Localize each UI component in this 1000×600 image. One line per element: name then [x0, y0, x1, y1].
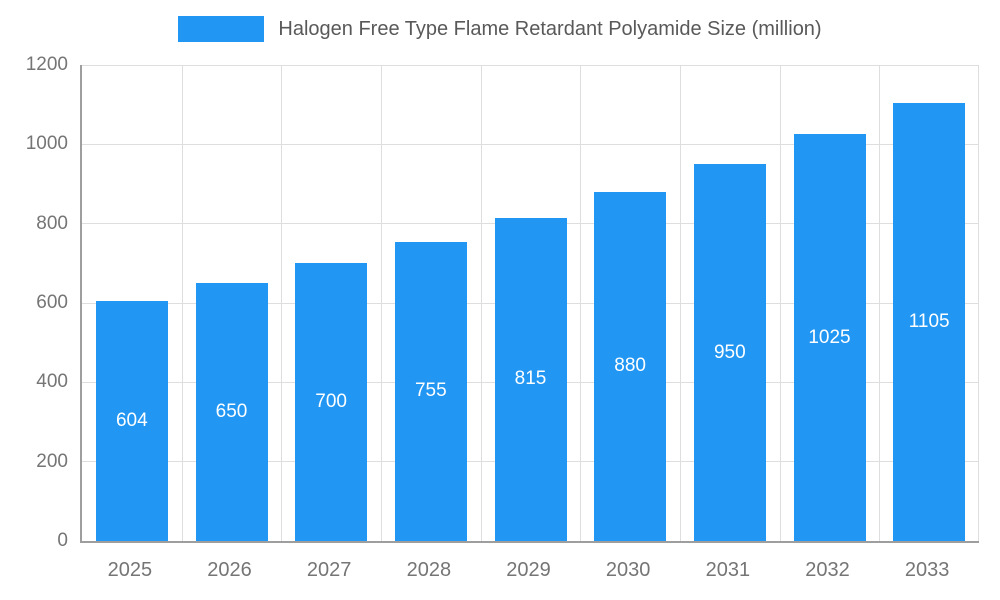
x-tick-label: 2030 — [605, 559, 651, 581]
gridline-vertical — [480, 65, 482, 541]
x-axis-labels: 2025 2026 2027 2028 2029 2030 2031 2032 2033 — [80, 559, 977, 589]
bar-value-label: 700 — [315, 391, 347, 413]
y-tick-label: 400 — [36, 371, 68, 393]
bar-value-label: 1105 — [908, 310, 950, 332]
bar-2032: 1025 — [793, 134, 866, 541]
y-tick-label: 800 — [36, 212, 68, 234]
gridline-horizontal — [82, 143, 979, 145]
bar-2033: 1105 — [893, 102, 966, 541]
y-axis-labels: 0 200 400 600 800 1000 1200 — [0, 54, 68, 551]
x-tick-label: 2032 — [805, 559, 850, 581]
legend-swatch — [178, 16, 265, 42]
y-tick-label: 600 — [36, 292, 68, 313]
bar-value-label: 755 — [414, 380, 447, 402]
bar-2027: 700 — [295, 263, 368, 541]
gridline-horizontal — [82, 65, 979, 66]
bar-value-label: 604 — [115, 410, 148, 432]
gridline-vertical — [680, 65, 681, 541]
y-tick-label: 200 — [36, 450, 68, 472]
y-tick-label: 1200 — [25, 54, 68, 75]
bar-2030: 880 — [594, 191, 667, 541]
bar-value-label: 815 — [514, 368, 547, 390]
x-tick-label: 2028 — [406, 559, 452, 581]
gridline-vertical — [879, 65, 881, 541]
chart-legend[interactable]: Halogen Free Type Flame Retardant Polyam… — [0, 16, 1000, 42]
x-tick-label: 2033 — [904, 559, 950, 581]
x-tick-label: 2027 — [306, 559, 352, 581]
gridline-vertical — [281, 65, 283, 541]
x-tick-label: 2031 — [705, 559, 751, 581]
x-tick-label: 2025 — [107, 559, 153, 581]
gridline-vertical — [381, 65, 382, 541]
x-tick-label: 2029 — [506, 559, 551, 581]
bar-value-label: 950 — [713, 341, 746, 363]
bar-2028: 755 — [394, 241, 467, 541]
gridline-vertical — [580, 65, 582, 541]
bar-2029: 815 — [494, 217, 567, 541]
bar-value-label: 1025 — [808, 326, 851, 348]
gridline-vertical — [779, 65, 781, 541]
gridline-vertical — [978, 65, 979, 541]
y-tick-label: 1000 — [25, 133, 68, 155]
bar-value-label: 880 — [614, 355, 646, 377]
gridline-vertical — [181, 65, 183, 541]
bar-2031: 950 — [693, 164, 766, 541]
plot-area: 604 650 700 755 815 880 950 1025 1105 — [80, 65, 979, 543]
bar-value-label: 650 — [215, 401, 248, 423]
chart-title: Halogen Free Type Flame Retardant Polyam… — [278, 17, 822, 40]
bar-2026: 650 — [195, 283, 268, 541]
bar-2025: 604 — [95, 301, 168, 541]
y-tick-label: 0 — [57, 530, 68, 551]
x-tick-label: 2026 — [207, 559, 252, 581]
